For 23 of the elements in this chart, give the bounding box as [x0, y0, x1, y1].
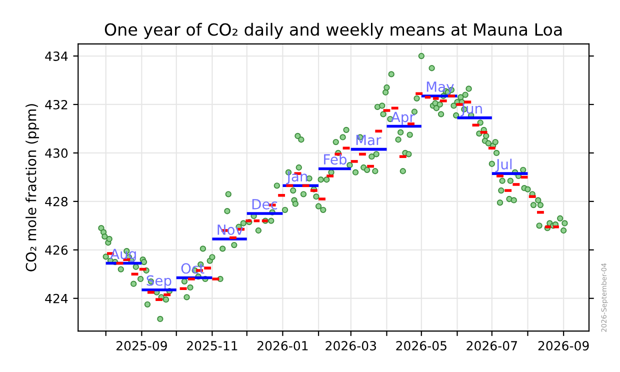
annotation: Mar: [356, 134, 382, 146]
y-axis-title: CO₂ mole fraction (ppm): [26, 104, 39, 272]
y-tick-label: 428: [45, 196, 68, 206]
annotation: Nov: [218, 224, 244, 235]
x-tick-label: 2026-05: [396, 341, 446, 350]
y-tick-label: 430: [45, 148, 68, 158]
y-tick-label: 426: [45, 245, 68, 255]
x-tick-label: 2026-03: [326, 341, 376, 350]
annotation: Jul: [495, 158, 512, 172]
annotation: Sep: [146, 275, 172, 288]
annotation: Dec: [252, 199, 278, 210]
x-tick-label: 2025-09: [116, 341, 167, 350]
annotation: Jan: [286, 171, 308, 184]
x-tick-label: 2026-01: [258, 341, 308, 350]
annotation: Feb: [324, 154, 347, 165]
annotation: May: [426, 82, 454, 95]
y-tick-label: 424: [45, 294, 68, 304]
x-tick-label: 2025-11: [187, 341, 238, 350]
x-tick-label: 2026-09: [538, 341, 589, 350]
x-tick-label: 2026-07: [466, 341, 517, 350]
chart-title: One year of CO₂ daily and weekly means at Mauna Loa: [104, 22, 562, 40]
y-tick-label: 434: [45, 51, 68, 61]
y-tick-label: 432: [45, 100, 68, 110]
